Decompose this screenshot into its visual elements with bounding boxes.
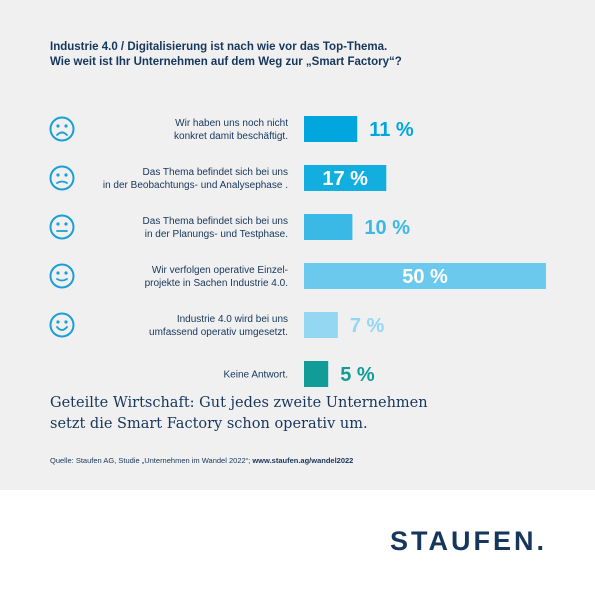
category-label: Wir verfolgen operative Einzel- xyxy=(152,265,288,276)
summary-line-2: setzt die Smart Factory schon operativ u… xyxy=(50,416,368,432)
data-label: 10 % xyxy=(364,217,410,239)
source-text: Quelle: Staufen AG, Studie „Unternehmen … xyxy=(50,456,253,465)
category-label: Das Thema befindet sich bei uns xyxy=(143,167,288,178)
bar xyxy=(304,214,353,240)
category-label: in der Planungs- und Testphase. xyxy=(145,229,288,240)
chart-title: Industrie 4.0 / Digitalisierung ist nach… xyxy=(50,40,550,70)
smile-face-icon xyxy=(49,312,75,338)
bar xyxy=(304,165,387,191)
slight-smile-face-icon xyxy=(49,263,75,289)
category-label: Keine Antwort. xyxy=(224,370,288,381)
data-label: 17 % xyxy=(322,168,368,190)
bar xyxy=(304,116,358,142)
bar-chart: Wir haben uns noch nicht konkret damit be… xyxy=(49,116,546,387)
category-label: umfassend operativ umgesetzt. xyxy=(149,327,288,338)
frown-face-icon xyxy=(49,165,75,191)
data-label: 7 % xyxy=(350,315,385,337)
data-label: 50 % xyxy=(402,266,448,288)
data-label: 5 % xyxy=(340,364,375,386)
sad-face-icon xyxy=(49,116,75,142)
category-label: in der Beobachtungs- und Analysephase . xyxy=(103,180,288,191)
bar xyxy=(304,263,546,289)
source-link[interactable]: www.staufen.ag/wandel2022 xyxy=(252,456,354,465)
category-label: Wir haben uns noch nicht xyxy=(175,118,288,129)
summary-text: Geteilte Wirtschaft: Gut jedes zweite Un… xyxy=(50,393,570,435)
chart-title-line-1: Industrie 4.0 / Digitalisierung ist nach… xyxy=(50,41,388,53)
bar xyxy=(304,312,338,338)
staufen-logo: STAUFEN. xyxy=(390,526,547,556)
category-label: projekte in Sachen Industrie 4.0. xyxy=(145,278,288,289)
summary-line-1: Geteilte Wirtschaft: Gut jedes zweite Un… xyxy=(50,395,428,411)
category-label: Industrie 4.0 wird bei uns xyxy=(177,314,288,325)
data-label: 11 % xyxy=(369,119,414,141)
infographic-panel xyxy=(0,0,595,490)
neutral-face-icon xyxy=(49,214,75,240)
category-label: Das Thema befindet sich bei uns xyxy=(143,216,288,227)
chart-title-line-2: Wie weit ist Ihr Unternehmen auf dem Weg… xyxy=(50,56,402,68)
source-note: Quelle: Staufen AG, Studie „Unternehmen … xyxy=(50,456,353,465)
bar xyxy=(304,361,329,387)
category-label: konkret damit beschäftigt. xyxy=(174,131,288,142)
